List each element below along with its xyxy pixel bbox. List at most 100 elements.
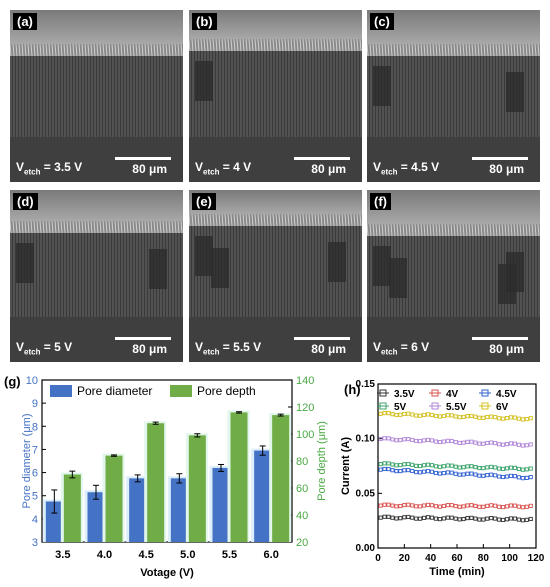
etch-voltage-label: Vetch = 3.5 V <box>16 159 83 176</box>
current-point <box>508 465 514 470</box>
current-point <box>457 472 462 477</box>
current-point <box>433 504 438 509</box>
current-point <box>394 463 399 468</box>
current-point <box>410 412 415 417</box>
etch-voltage-label: Vetch = 4 V <box>195 159 252 176</box>
current-point <box>501 505 506 510</box>
current-point <box>402 515 407 520</box>
current-point <box>382 466 387 471</box>
x-tick-label: 40 <box>425 553 437 564</box>
current-point <box>453 414 458 419</box>
x-tick-label: 20 <box>399 553 411 564</box>
current-point <box>465 471 470 476</box>
panel-label: (f) <box>370 193 391 210</box>
current-point <box>382 461 387 466</box>
current-point <box>378 462 383 467</box>
scale-label: 80 μm <box>489 342 524 356</box>
current-point <box>481 517 486 522</box>
diameter-bar <box>170 478 188 542</box>
etch-voltage-label: Vetch = 6 V <box>373 339 430 356</box>
current-point <box>501 442 506 447</box>
depth-bar <box>63 474 81 542</box>
current-point <box>386 436 391 441</box>
current-point <box>493 465 498 470</box>
current-point <box>378 515 383 520</box>
current-point <box>425 437 431 442</box>
scale-bar <box>115 157 171 160</box>
current-point <box>473 414 478 419</box>
sem-panel-3: (c) Vetch = 4.5 V 80 μm <box>367 10 540 182</box>
y-tick-label: 0.15 <box>356 379 376 390</box>
x-tick-label: 3.5 <box>55 549 70 561</box>
current-point <box>461 440 466 445</box>
current-point <box>402 468 407 473</box>
current-point <box>445 413 450 418</box>
current-point <box>485 516 490 521</box>
panel-label: (c) <box>370 13 394 30</box>
current-point <box>433 516 438 521</box>
current-point <box>425 469 431 474</box>
current-point <box>394 438 399 443</box>
scale-bar <box>115 337 171 340</box>
x-tick-label: 5.0 <box>180 549 195 561</box>
sem-panel-1: (a) Vetch = 3.5 V 80 μm <box>10 10 183 182</box>
current-point <box>453 516 458 521</box>
current-point <box>378 467 383 472</box>
current-point <box>473 465 478 470</box>
sem-panel-6: (f) Vetch = 6 V 80 μm <box>367 190 540 362</box>
current-point <box>449 413 454 418</box>
current-point <box>461 414 466 419</box>
current-point <box>425 412 431 417</box>
x-tick-label: 6.0 <box>264 549 279 561</box>
current-point <box>493 503 498 508</box>
etch-voltage-label: Vetch = 5 V <box>16 339 73 356</box>
diameter-bar <box>212 467 230 542</box>
sem-image <box>189 10 362 182</box>
sem-panel-2: (b) Vetch = 4 V 80 μm <box>189 10 362 182</box>
legend-label: 3.5V <box>394 389 415 400</box>
current-point <box>394 516 399 521</box>
sem-panel-4: (d) Vetch = 5 V 80 μm <box>10 190 183 362</box>
sem-image <box>367 190 540 362</box>
current-point <box>465 464 470 469</box>
current-point <box>497 466 502 471</box>
current-point <box>528 416 533 421</box>
current-point <box>414 504 419 509</box>
chart-panel-label: (g) <box>4 374 21 389</box>
current-point <box>473 516 478 521</box>
right-tick-label: 120 <box>296 402 314 414</box>
current-point <box>382 502 387 507</box>
current-point <box>512 503 517 508</box>
current-point <box>461 465 466 470</box>
current-point <box>477 517 482 522</box>
left-tick-label: 8 <box>32 421 38 433</box>
current-point <box>441 471 446 476</box>
diameter-bar <box>129 478 147 542</box>
current-point <box>457 440 462 445</box>
current-point <box>406 514 411 519</box>
x-tick-label: 80 <box>478 553 490 564</box>
x-tick-label: 4.0 <box>97 549 112 561</box>
current-point <box>497 504 502 509</box>
current-point <box>524 504 529 509</box>
legend-swatch <box>50 385 72 397</box>
current-point <box>449 438 454 444</box>
sem-panel-5: (e) Vetch = 5.5 V 80 μm <box>189 190 362 362</box>
x-axis-label: Votage (V) <box>140 567 194 579</box>
y-axis-label: Current (A) <box>340 437 352 495</box>
left-tick-label: 6 <box>32 468 38 480</box>
current-point <box>528 516 533 521</box>
current-point <box>477 415 482 420</box>
current-point <box>437 504 442 509</box>
current-point <box>402 503 407 508</box>
x-tick-label: 4.5 <box>139 549 154 561</box>
current-point <box>433 413 438 419</box>
current-point <box>449 515 454 520</box>
right-tick-label: 100 <box>296 429 314 441</box>
current-point <box>516 466 521 472</box>
current-point <box>485 503 490 508</box>
current-point <box>425 515 431 520</box>
scale-bar <box>294 157 350 160</box>
current-point <box>508 516 514 521</box>
current-point <box>398 438 403 443</box>
